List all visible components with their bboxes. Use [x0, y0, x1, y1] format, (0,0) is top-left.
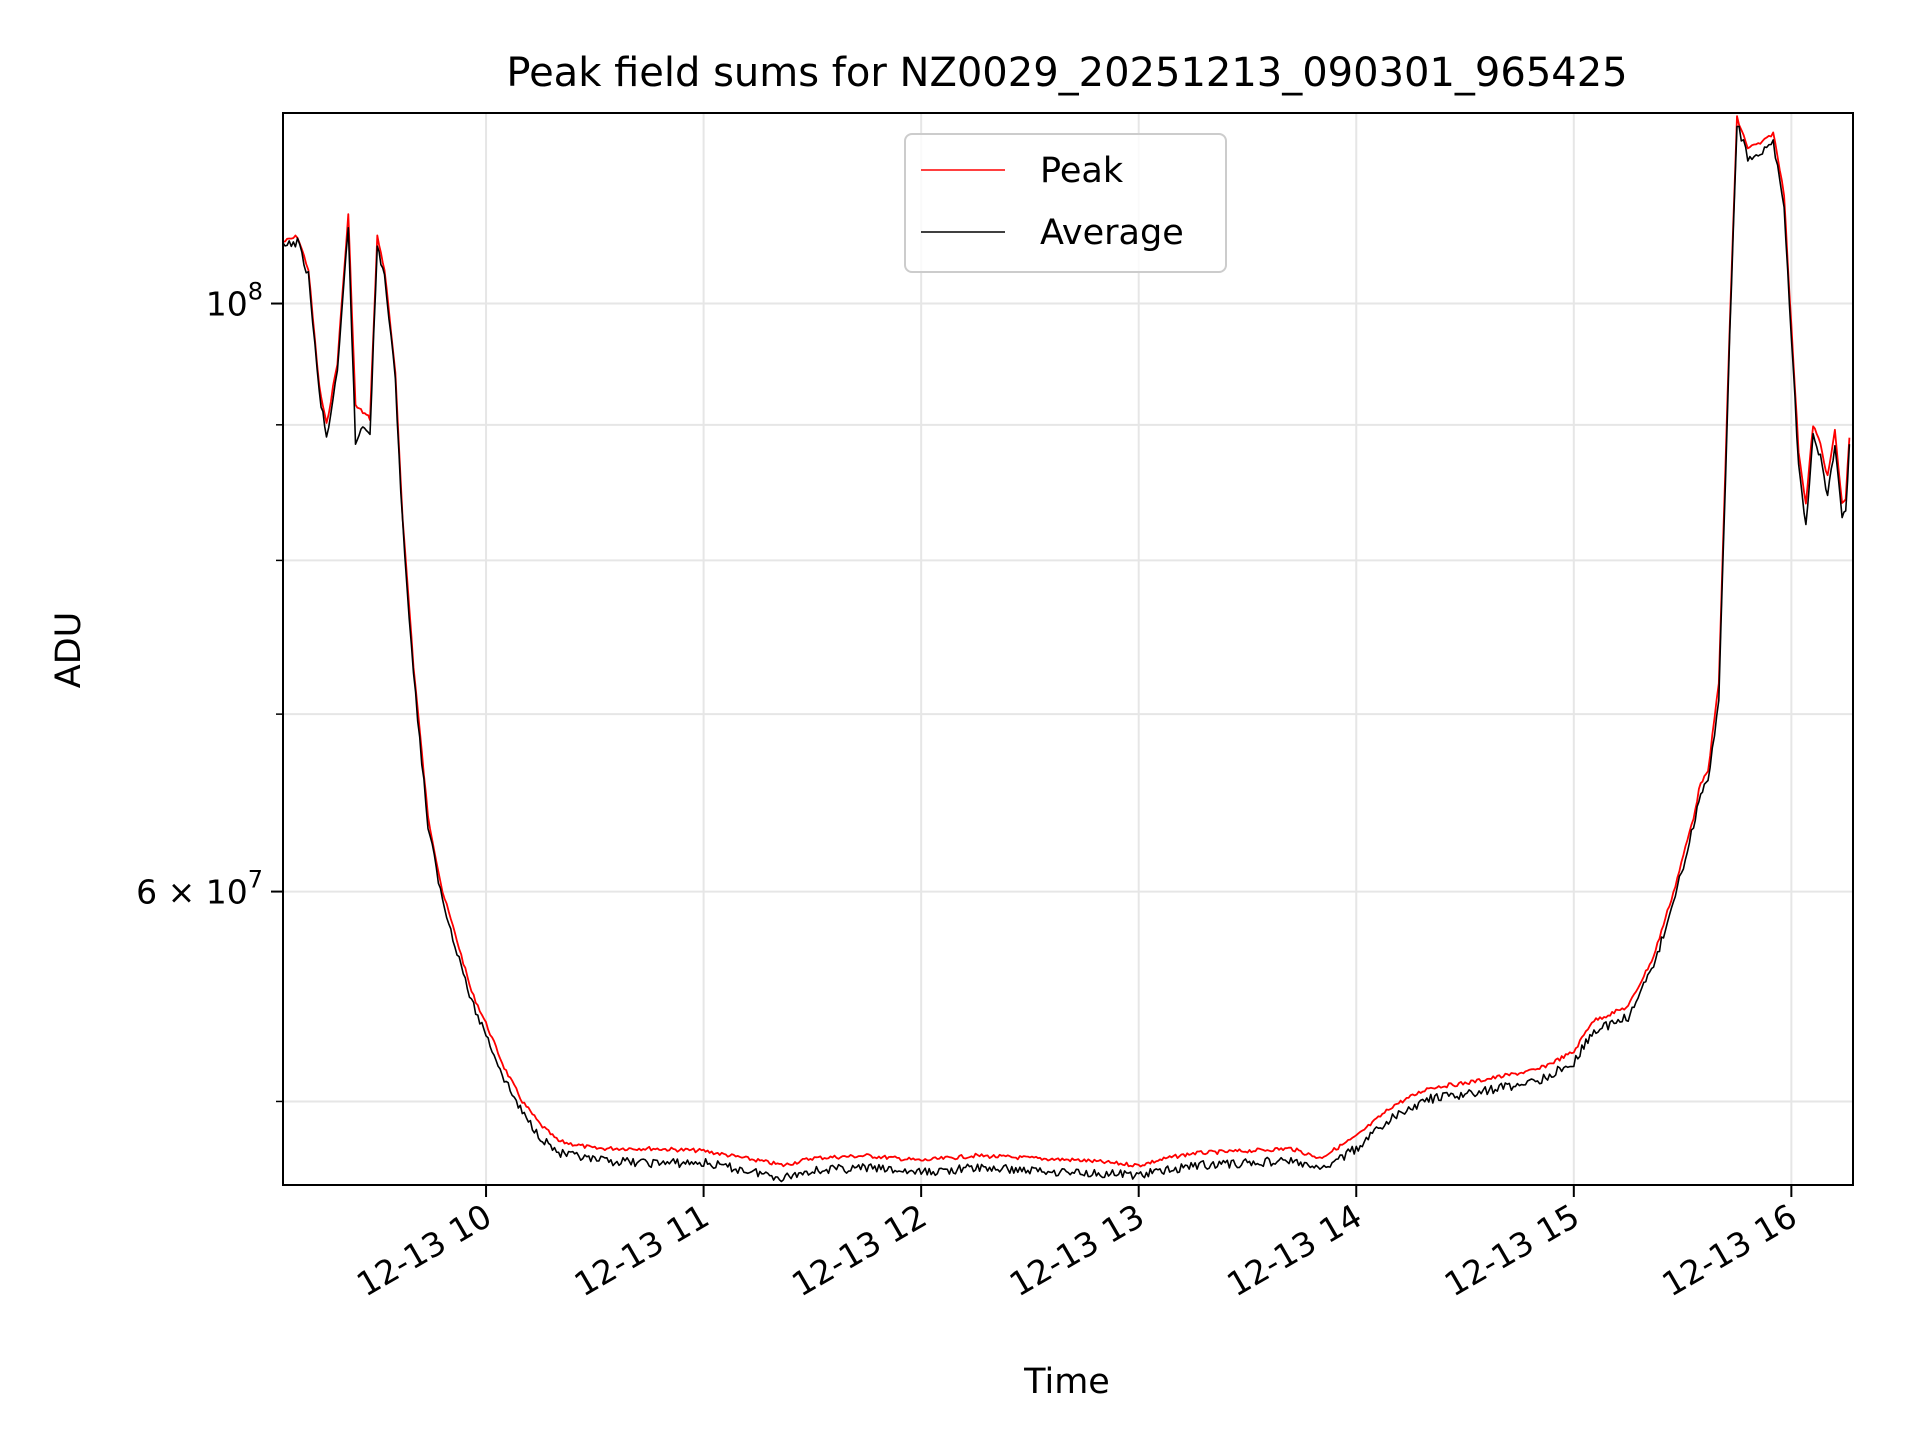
- y-tick-label: 6 × 107: [136, 866, 263, 912]
- y-axis-label: ADU: [49, 612, 89, 689]
- legend-box: [904, 133, 1227, 273]
- gridlines: [283, 113, 1853, 1185]
- series-line-average: [283, 125, 1851, 1183]
- legend-label-average: Average: [1040, 213, 1184, 253]
- series-line-peak: [283, 115, 1851, 1168]
- legend-label-peak: Peak: [1040, 151, 1124, 191]
- series-layer: [283, 115, 1851, 1183]
- y-tick-label: 108: [206, 278, 263, 324]
- legend: Peak Average: [904, 133, 1227, 273]
- chart-title: Peak field sums for NZ0029_20251213_0903…: [506, 50, 1627, 96]
- plot-frame: [282, 112, 1854, 1186]
- x-axis-label: Time: [1023, 1362, 1110, 1402]
